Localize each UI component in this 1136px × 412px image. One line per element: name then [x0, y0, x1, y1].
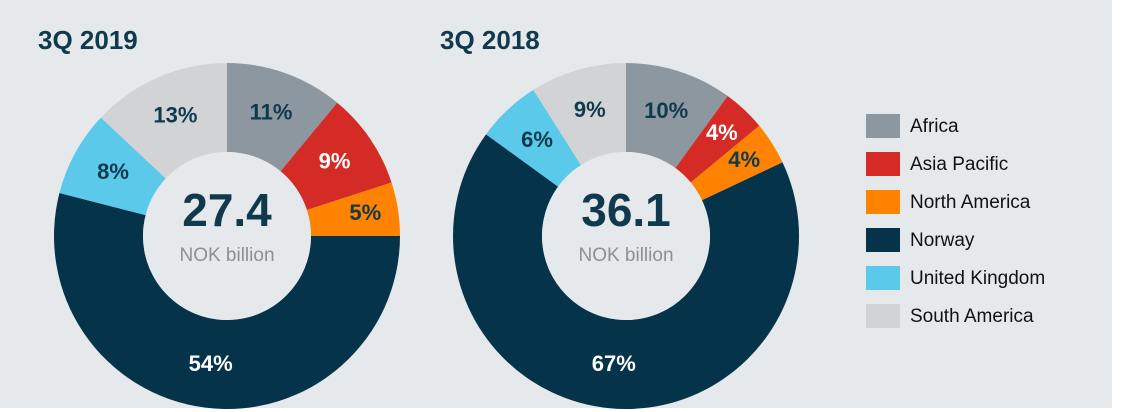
data-label: 5%	[349, 200, 381, 225]
donut-hole	[542, 152, 710, 320]
data-label: 67%	[592, 351, 636, 376]
legend-swatch	[866, 114, 900, 138]
legend-label: North America	[910, 192, 1031, 213]
donut-hole	[143, 152, 311, 320]
legend-swatch	[866, 304, 900, 328]
data-label: 10%	[644, 98, 688, 123]
legend-swatch	[866, 266, 900, 290]
data-label: 4%	[728, 147, 760, 172]
data-label: 8%	[97, 159, 129, 184]
pie-slice	[486, 89, 581, 187]
pie-slice	[452, 134, 800, 410]
legend-swatch	[866, 152, 900, 176]
legend-label: Africa	[910, 116, 959, 137]
pie-slice	[675, 96, 760, 183]
data-label: 13%	[153, 103, 197, 128]
center-unit: NOK billion	[578, 245, 673, 266]
pie-slice	[59, 117, 166, 216]
pie-slice	[626, 63, 728, 169]
chart-title: 3Q 2018	[440, 25, 540, 55]
legend-swatch	[866, 190, 900, 214]
data-label: 9%	[574, 97, 606, 122]
pie-slice	[53, 192, 400, 410]
legend-label: Norway	[910, 230, 975, 251]
legend-label: Asia Pacific	[910, 154, 1008, 175]
data-label: 9%	[319, 149, 351, 174]
legend-label: United Kingdom	[910, 268, 1045, 289]
legend-label: South America	[910, 306, 1034, 327]
center-total: 27.4	[182, 184, 272, 236]
center-unit: NOK billion	[179, 245, 274, 266]
legend-swatch	[866, 228, 900, 252]
chart-title: 3Q 2019	[38, 25, 138, 55]
data-label: 11%	[250, 99, 293, 124]
data-label: 54%	[189, 351, 233, 376]
pie-slice	[100, 63, 227, 179]
pie-slice	[227, 63, 338, 172]
center-total: 36.1	[581, 184, 671, 236]
pie-slice	[280, 102, 392, 211]
pie-slice	[533, 63, 626, 166]
pie-slice	[306, 182, 400, 236]
data-label: 4%	[706, 120, 738, 145]
data-label: 6%	[521, 127, 553, 152]
pie-slice	[690, 125, 783, 201]
